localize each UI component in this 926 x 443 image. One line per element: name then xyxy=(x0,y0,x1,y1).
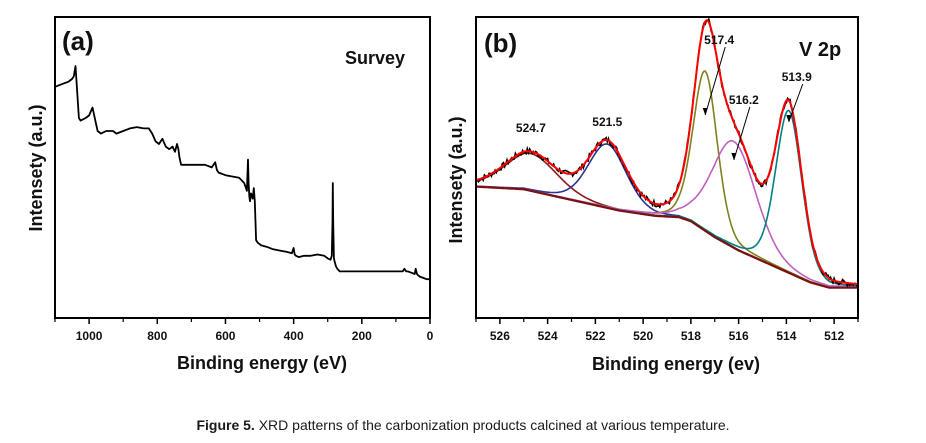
peak-label: 513.9 xyxy=(782,70,812,84)
panel-a-label: (a) xyxy=(62,26,94,56)
x-tick-label: 200 xyxy=(352,329,372,343)
peak-arrow xyxy=(733,106,751,161)
x-tick-label: 522 xyxy=(585,329,605,343)
peak-arrowhead xyxy=(731,153,737,160)
x-tick-label: 0 xyxy=(427,329,434,343)
x-tick-label: 520 xyxy=(633,329,653,343)
x-tick-label: 400 xyxy=(284,329,304,343)
caption-label: Figure 5. xyxy=(196,417,255,433)
panel-b-annotation: V 2p xyxy=(799,39,841,61)
panel-a-x-axis-label: Binding energy (eV) xyxy=(177,353,347,373)
x-tick-label: 524 xyxy=(538,329,558,343)
peak-arrow xyxy=(704,46,726,116)
x-tick-label: 518 xyxy=(681,329,701,343)
x-tick-label: 1000 xyxy=(76,329,103,343)
peak-arrowhead xyxy=(702,108,708,115)
panel-b-curves xyxy=(475,17,859,289)
panel-a-y-axis-label: Intensety (a.u.) xyxy=(26,104,46,231)
x-tick-label: 600 xyxy=(215,329,235,343)
peak-label: 516.2 xyxy=(729,93,759,107)
panel-b-peak-arrows xyxy=(702,46,804,161)
component-curve xyxy=(475,109,859,287)
peak-arrow xyxy=(788,83,804,123)
panel-b-y-axis-label: Intensety (a.u.) xyxy=(446,116,466,243)
background-curve xyxy=(475,185,858,289)
panel-b-x-ticks: 526 524 522 520 518 516 514 512 xyxy=(475,318,859,343)
panel-a-annotation: Survey xyxy=(345,48,405,68)
peak-label: 524.7 xyxy=(516,121,546,135)
x-tick-label: 514 xyxy=(776,329,796,343)
panel-b: 526 524 522 520 518 516 514 512 524.7 521.5 517.4… xyxy=(446,16,859,374)
x-tick-label: 800 xyxy=(147,329,167,343)
component-curve xyxy=(476,70,859,289)
x-tick-label: 516 xyxy=(729,329,749,343)
panel-b-peak-labels: 524.7 521.5 517.4 516.2 513.9 xyxy=(516,33,812,135)
x-tick-label: 512 xyxy=(824,329,844,343)
caption-text: XRD patterns of the carbonization produc… xyxy=(254,417,730,433)
peak-label: 521.5 xyxy=(592,115,622,129)
panel-a-x-ticks: 1000 800 600 400 200 0 xyxy=(54,318,434,343)
panel-b-label: (b) xyxy=(484,28,517,58)
peak-arrowhead xyxy=(786,115,792,122)
x-tick-label: 526 xyxy=(490,329,510,343)
figure-caption: Figure 5. XRD patterns of the carbonizat… xyxy=(0,417,926,433)
peak-label: 517.4 xyxy=(704,33,734,47)
panel-a-frame xyxy=(54,16,431,319)
fitted-envelope-line xyxy=(475,19,859,286)
survey-spectrum-line xyxy=(54,65,430,281)
panel-a: 1000 800 600 400 200 0 (a) Survey Binding ene… xyxy=(26,16,434,373)
panel-b-x-axis-label: Binding energy (ev) xyxy=(592,354,760,374)
